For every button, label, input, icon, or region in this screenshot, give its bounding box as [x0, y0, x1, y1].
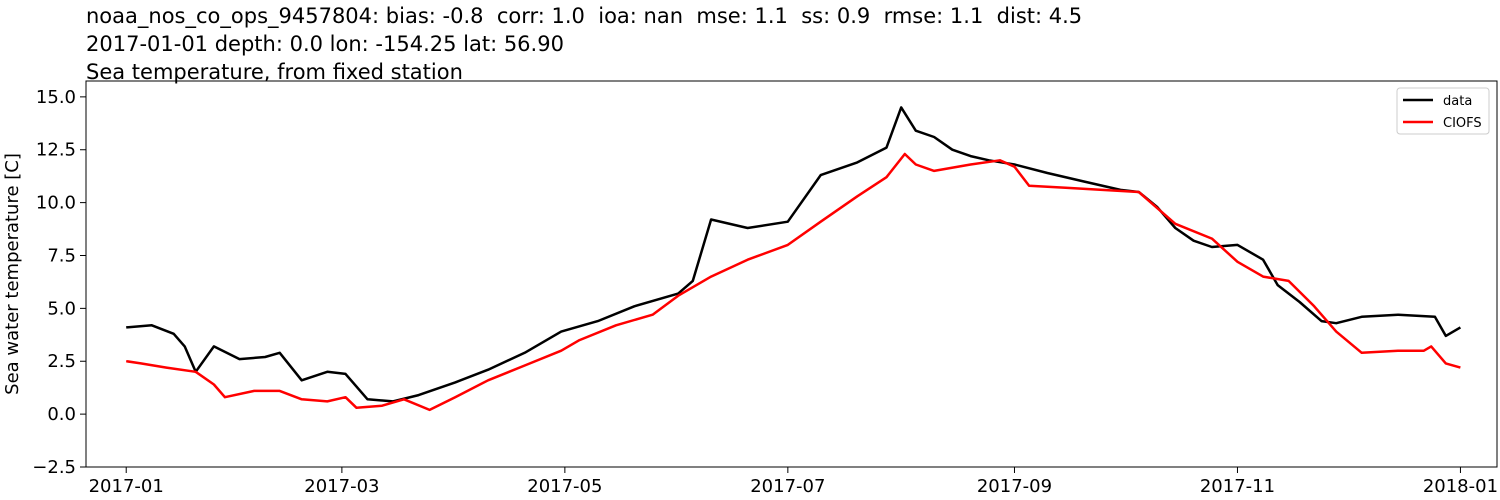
title-line-description: Sea temperature, from fixed station [86, 60, 463, 84]
y-tick-label: 0.0 [47, 404, 76, 425]
series-line-data [126, 106, 1462, 403]
y-tick-label: 7.5 [47, 245, 76, 266]
x-tick-label: 2018-01 [1423, 476, 1498, 497]
y-axis: −2.5 0.0 2.5 5.0 7.5 10.0 12.5 15.0 [32, 87, 86, 478]
legend-label-data: data [1443, 94, 1472, 109]
y-axis-title: Sea water temperature [C] [2, 153, 23, 395]
title-line-location: 2017-01-01 depth: 0.0 lon: -154.25 lat: … [86, 32, 564, 56]
legend-label-ciofs: CIOFS [1443, 116, 1482, 131]
chart-title: noaa_nos_co_ops_9457804: bias: -0.8 corr… [86, 2, 1082, 86]
x-tick-label: 2017-09 [977, 476, 1052, 497]
x-tick-label: 2017-07 [750, 476, 825, 497]
legend: data CIOFS [1396, 87, 1490, 135]
x-axis: 2017-01 2017-03 2017-05 2017-07 2017-09 2017-… [89, 467, 1498, 497]
y-tick-label: 10.0 [36, 193, 76, 214]
y-tick-label: 5.0 [47, 298, 76, 319]
series-layer [126, 106, 1462, 412]
plot-frame [85, 80, 1498, 468]
y-tick-label: 12.5 [36, 140, 76, 161]
x-tick-label: 2017-05 [527, 476, 602, 497]
y-tick-label: 15.0 [36, 87, 76, 108]
x-tick-label: 2017-01 [89, 476, 164, 497]
series-line-ciofs [126, 152, 1461, 412]
x-tick-label: 2017-11 [1200, 476, 1275, 497]
title-line-stats: noaa_nos_co_ops_9457804: bias: -0.8 corr… [86, 4, 1083, 28]
y-tick-label: 2.5 [47, 351, 76, 372]
y-tick-label: −2.5 [32, 457, 76, 478]
x-tick-label: 2017-03 [304, 476, 379, 497]
